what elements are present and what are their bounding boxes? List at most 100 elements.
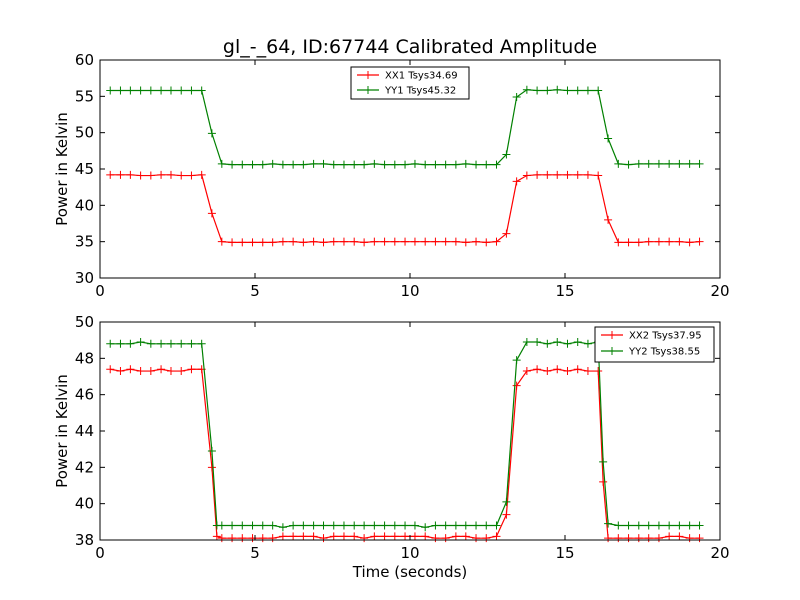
y-tick-label: 48: [75, 349, 94, 367]
data-point: [441, 534, 450, 543]
data-point: [461, 532, 470, 541]
data-point: [502, 150, 511, 159]
data-point: [522, 337, 531, 346]
data-point: [614, 238, 623, 247]
data-point: [268, 521, 277, 530]
data-point: [654, 521, 663, 530]
data-point: [563, 339, 572, 348]
data-point: [421, 160, 430, 169]
data-point: [451, 521, 460, 530]
data-point: [380, 237, 389, 246]
x-tick-label: 5: [250, 282, 260, 300]
data-point: [339, 532, 348, 541]
legend-marker: [364, 86, 372, 94]
data-point: [421, 237, 430, 246]
data-point: [451, 532, 460, 541]
data-point: [512, 177, 521, 186]
data-point: [166, 170, 175, 179]
data-point: [238, 160, 247, 169]
data-point: [573, 170, 582, 179]
data-point: [258, 534, 267, 543]
y-tick-label: 55: [75, 87, 94, 105]
data-point: [624, 534, 633, 543]
data-point: [512, 381, 521, 390]
data-point: [299, 238, 308, 247]
data-point: [187, 171, 196, 180]
data-point: [197, 170, 206, 179]
legend-marker: [608, 347, 616, 355]
y-axis-label: Power in Kelvin: [53, 374, 71, 488]
data-point: [390, 237, 399, 246]
data-point: [695, 534, 704, 543]
data-point: [126, 86, 135, 95]
data-point: [451, 237, 460, 246]
data-point: [522, 367, 531, 376]
data-point: [157, 86, 166, 95]
data-point: [492, 237, 501, 246]
data-point: [268, 534, 277, 543]
data-point: [685, 238, 694, 247]
data-point: [563, 170, 572, 179]
legend: XX1 Tsys34.69 YY1 Tsys45.32: [350, 66, 470, 100]
data-point: [126, 339, 135, 348]
data-point: [177, 367, 186, 376]
data-point: [583, 86, 592, 95]
data-point: [675, 532, 684, 541]
data-point: [350, 521, 359, 530]
data-point: [370, 521, 379, 530]
data-point: [492, 160, 501, 169]
data-point: [146, 367, 155, 376]
data-point: [401, 237, 410, 246]
y-tick-label: 40: [75, 495, 94, 513]
data-point: [187, 365, 196, 374]
data-point: [309, 159, 318, 168]
data-point: [339, 521, 348, 530]
data-point: [238, 534, 247, 543]
data-point: [461, 238, 470, 247]
data-point: [654, 159, 663, 168]
data-point: [695, 521, 704, 530]
data-point: [599, 457, 608, 466]
data-point: [553, 365, 562, 374]
top-plot-panel: 0 5 10 15 20 30 35 40 45 50 55 60 Power in Kelvin XX1…: [53, 51, 730, 300]
data-point: [604, 134, 613, 143]
data-point: [289, 160, 298, 169]
y-tick-label: 38: [75, 531, 94, 549]
y-tick-label: 44: [75, 422, 94, 440]
data-point: [228, 238, 237, 247]
data-point: [289, 521, 298, 530]
y-tick-label: 42: [75, 458, 94, 476]
data-point: [248, 238, 257, 247]
data-point: [390, 532, 399, 541]
y-tick-label: 40: [75, 196, 94, 214]
data-point: [533, 365, 542, 374]
data-point: [522, 171, 531, 180]
legend-marker: [608, 331, 616, 339]
data-point: [695, 237, 704, 246]
data-point: [370, 532, 379, 541]
data-point: [533, 86, 542, 95]
data-point: [157, 365, 166, 374]
data-point: [380, 160, 389, 169]
x-axis-label: Time (seconds): [352, 563, 468, 581]
data-point: [624, 521, 633, 530]
data-point: [106, 170, 115, 179]
data-point: [401, 532, 410, 541]
data-point: [553, 170, 562, 179]
data-point: [665, 237, 674, 246]
data-point: [573, 365, 582, 374]
data-point: [665, 159, 674, 168]
data-point: [390, 160, 399, 169]
data-point: [665, 521, 674, 530]
data-point: [197, 86, 206, 95]
data-point: [410, 521, 419, 530]
data-point: [370, 159, 379, 168]
data-point: [238, 521, 247, 530]
data-point: [309, 237, 318, 246]
data-point: [228, 534, 237, 543]
data-point: [644, 237, 653, 246]
data-point: [228, 521, 237, 530]
data-point: [583, 339, 592, 348]
data-point: [299, 521, 308, 530]
